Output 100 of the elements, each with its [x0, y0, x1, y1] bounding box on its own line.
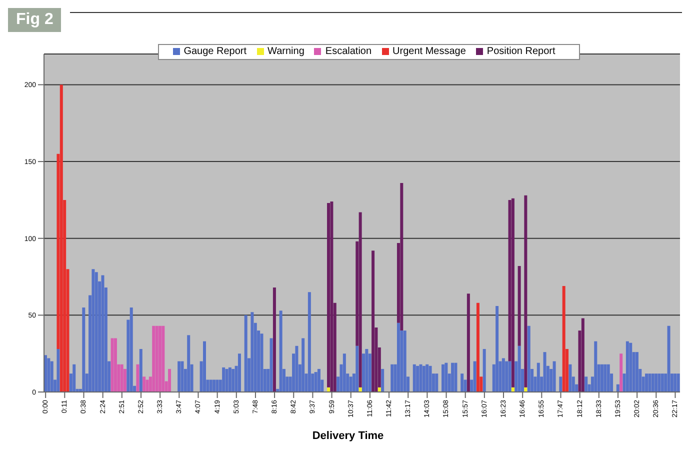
- bar: [216, 380, 219, 392]
- bar: [47, 358, 50, 392]
- bar: [222, 367, 226, 392]
- bar: [162, 326, 165, 392]
- bar: [180, 361, 184, 392]
- bar: [225, 368, 228, 392]
- bar: [584, 376, 588, 392]
- legend-label: Warning: [268, 46, 304, 57]
- bar: [272, 288, 276, 392]
- bar: [396, 322, 400, 392]
- bar: [629, 342, 632, 392]
- bar: [232, 368, 235, 392]
- bar: [381, 368, 384, 392]
- bar: [502, 358, 505, 392]
- bar: [110, 338, 114, 392]
- bar: [279, 310, 282, 392]
- bar: [660, 374, 664, 392]
- bar: [356, 346, 359, 392]
- bar: [295, 346, 298, 392]
- bar: [400, 183, 404, 331]
- bar: [212, 380, 216, 392]
- bar: [616, 384, 620, 392]
- bar: [372, 250, 375, 392]
- bar: [238, 354, 241, 392]
- bar: [120, 364, 124, 392]
- legend-label: Gauge Report: [184, 46, 247, 57]
- bar: [651, 374, 654, 392]
- bar: [327, 203, 330, 388]
- bar: [390, 364, 394, 392]
- bar: [508, 361, 512, 392]
- bar: [444, 362, 448, 392]
- bar: [422, 366, 426, 392]
- bar: [426, 364, 429, 392]
- chart-title: Fig 2: [8, 8, 62, 32]
- bar: [142, 376, 146, 392]
- bar: [606, 364, 610, 392]
- bar: [648, 374, 652, 392]
- bar: [101, 275, 104, 392]
- bar: [676, 374, 680, 392]
- bar: [60, 84, 63, 392]
- bar: [658, 374, 661, 392]
- bar: [314, 372, 318, 392]
- bar: [454, 362, 458, 392]
- bar: [600, 364, 604, 392]
- bar: [158, 326, 162, 392]
- bar: [330, 201, 334, 392]
- bar: [674, 374, 677, 392]
- bar: [178, 361, 181, 392]
- bar: [317, 368, 320, 392]
- legend-label: Position Report: [486, 46, 556, 57]
- bar: [416, 366, 420, 392]
- bar: [228, 367, 232, 392]
- bar: [466, 294, 470, 392]
- bar: [419, 364, 422, 392]
- bar: [527, 326, 530, 392]
- bar: [349, 376, 352, 392]
- bar: [568, 364, 572, 392]
- bar: [626, 341, 629, 392]
- bar: [476, 302, 480, 392]
- x-axis-title: Delivery Time: [311, 430, 385, 442]
- bar: [620, 354, 623, 392]
- bar: [635, 352, 638, 392]
- bar: [155, 326, 158, 392]
- bar: [146, 380, 149, 392]
- bar: [460, 374, 464, 392]
- bar: [114, 338, 117, 392]
- bar: [244, 315, 248, 392]
- bar: [209, 380, 212, 392]
- bar: [250, 312, 254, 392]
- bar: [365, 348, 368, 392]
- bar: [412, 364, 416, 392]
- bar: [94, 272, 98, 392]
- bar: [473, 361, 476, 392]
- bar: [562, 286, 566, 392]
- bar: [428, 366, 432, 392]
- bar: [403, 330, 406, 392]
- bar: [543, 352, 546, 392]
- bar: [302, 338, 305, 392]
- bar: [524, 195, 528, 388]
- bar: [270, 338, 273, 392]
- legend-label: Escalation: [325, 46, 372, 57]
- bar: [72, 364, 76, 392]
- bar: [496, 306, 499, 392]
- bar: [139, 348, 142, 392]
- bar: [451, 362, 454, 392]
- bar: [152, 326, 156, 392]
- bar: [645, 374, 648, 392]
- bar: [518, 346, 521, 392]
- bar: [260, 334, 264, 392]
- bar: [482, 348, 486, 392]
- bar: [442, 364, 444, 392]
- bar: [130, 308, 133, 392]
- bar: [56, 348, 60, 392]
- bar: [308, 292, 311, 392]
- bar: [518, 266, 521, 346]
- bar: [187, 335, 190, 392]
- bar: [511, 198, 514, 388]
- bar: [136, 364, 140, 392]
- bar: [559, 376, 562, 392]
- bar: [124, 368, 126, 392]
